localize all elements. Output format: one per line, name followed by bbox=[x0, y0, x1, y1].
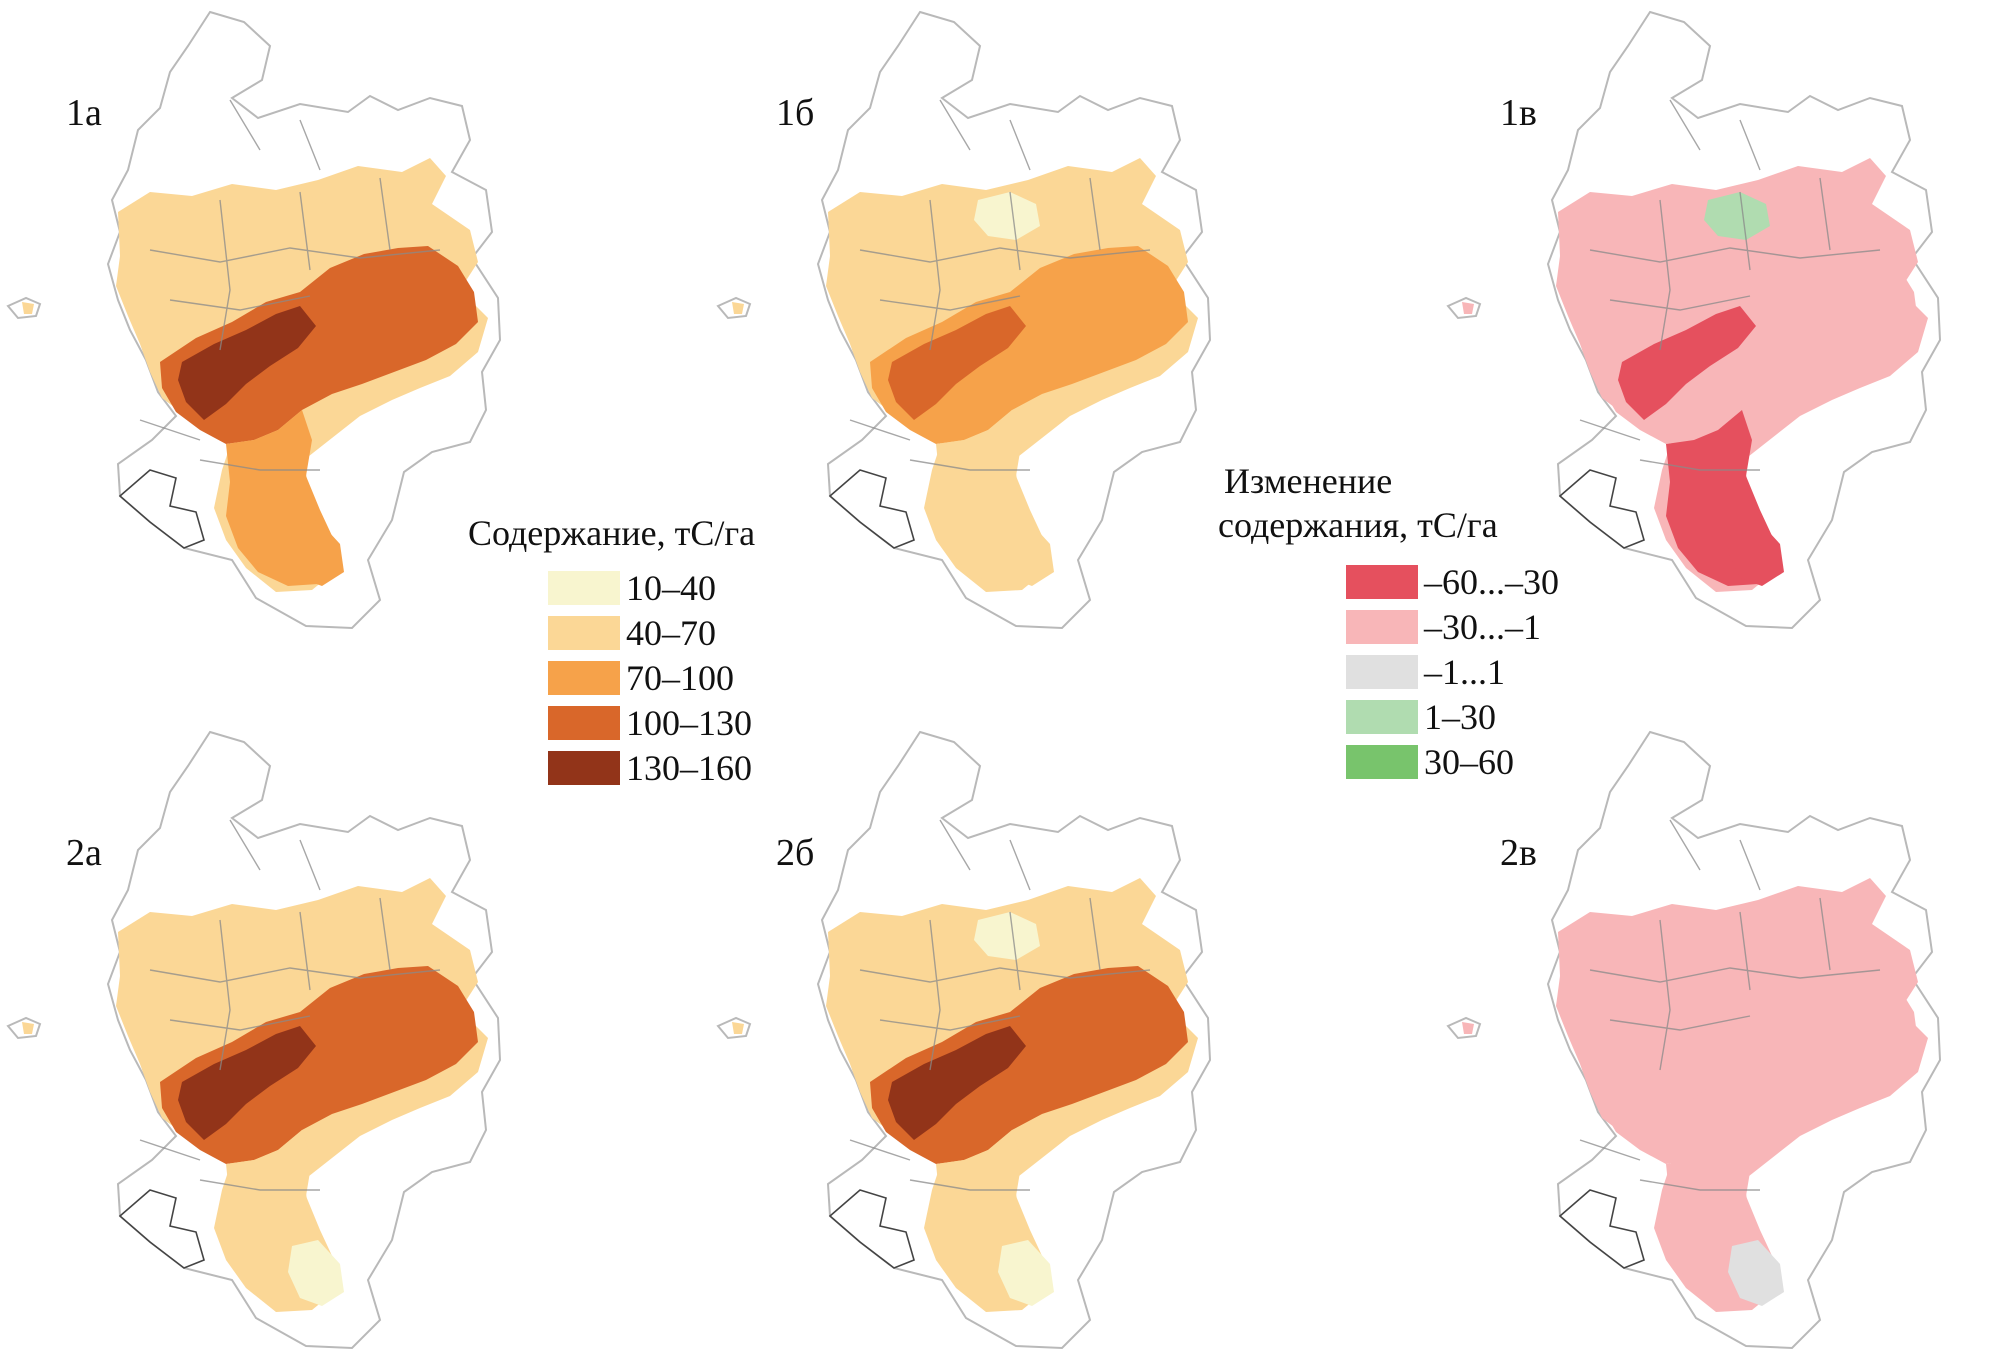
map-region-belt bbox=[870, 246, 1188, 444]
legend-change-title-line1: Изменение bbox=[1224, 461, 1393, 501]
legend-content-item: 130–160 bbox=[548, 746, 755, 791]
map-1b bbox=[716, 10, 1212, 630]
legend-item-label: –60...–30 bbox=[1424, 562, 1559, 603]
legend-content-item: 100–130 bbox=[548, 701, 755, 746]
map-region-north-patch bbox=[974, 912, 1040, 960]
map-region-belt bbox=[870, 966, 1188, 1164]
map-region-island-fill bbox=[22, 1022, 34, 1034]
map-region-regions bbox=[1579, 819, 1881, 1191]
map-region-island-fill bbox=[732, 1022, 744, 1034]
map-panel-2a: 2а bbox=[0, 720, 560, 1360]
map-panel-2b: 2б bbox=[710, 720, 1270, 1360]
legend-content-item: 10–40 bbox=[548, 566, 755, 611]
map-region-core bbox=[888, 1026, 1026, 1140]
map-region-regions bbox=[849, 819, 1151, 1191]
panel-label-1v: 1в bbox=[1500, 92, 1537, 134]
map-1v bbox=[1446, 10, 1942, 630]
legend-content-item: 40–70 bbox=[548, 611, 755, 656]
legend-swatch bbox=[548, 616, 620, 651]
legend-item-label: –1...1 bbox=[1424, 652, 1505, 693]
map-region-north-patch bbox=[1704, 192, 1770, 240]
legend-swatch bbox=[1346, 655, 1418, 690]
map-region-core bbox=[888, 306, 1026, 420]
map-panel-2v: 2в bbox=[1440, 720, 2000, 1360]
map-region-southwest bbox=[828, 1189, 915, 1269]
legend-swatch bbox=[548, 661, 620, 696]
map-2a bbox=[6, 730, 502, 1350]
legend-change-item: –30...–1 bbox=[1346, 605, 1559, 650]
legend-content-item: 70–100 bbox=[548, 656, 755, 701]
map-region-island-fill bbox=[732, 302, 744, 314]
map-region-south-tail bbox=[998, 1240, 1054, 1306]
map-region-south-tail bbox=[1728, 520, 1784, 586]
map-2b bbox=[716, 730, 1212, 1350]
legend-item-label: 70–100 bbox=[626, 658, 734, 699]
map-region-southwest bbox=[118, 1189, 205, 1269]
legend-change-title-line2: содержания, тС/га bbox=[1218, 504, 1498, 545]
legend-item-label: 30–60 bbox=[1424, 742, 1514, 783]
map-region-south-tail bbox=[288, 1240, 344, 1306]
map-panel-1b: 1б bbox=[710, 0, 1270, 640]
map-region-belt bbox=[1600, 246, 1918, 444]
map-region-belt bbox=[160, 966, 478, 1164]
legend-swatch bbox=[548, 571, 620, 606]
map-panel-1a: 1а bbox=[0, 0, 560, 640]
map-region-belt bbox=[160, 246, 478, 444]
map-region-southwest bbox=[1558, 469, 1645, 549]
map-region-north-patch bbox=[974, 192, 1040, 240]
map-region-south-tail bbox=[998, 520, 1054, 586]
legend-item-label: 40–70 bbox=[626, 613, 716, 654]
map-region-regions bbox=[139, 819, 441, 1191]
map-region-core bbox=[1618, 306, 1756, 420]
map-1a bbox=[6, 10, 502, 630]
legend-swatch bbox=[548, 751, 620, 786]
map-panel-1v: 1в bbox=[1440, 0, 2000, 640]
legend-swatch bbox=[1346, 610, 1418, 645]
legend-item-label: 100–130 bbox=[626, 703, 752, 744]
map-region-southwest bbox=[828, 469, 915, 549]
legend-item-label: 10–40 bbox=[626, 568, 716, 609]
map-region-south-tail bbox=[1728, 1240, 1784, 1306]
legend-item-label: –30...–1 bbox=[1424, 607, 1541, 648]
map-region-regions bbox=[1579, 99, 1881, 471]
panel-label-2v: 2в bbox=[1500, 832, 1537, 874]
map-region-southwest bbox=[118, 469, 205, 549]
map-region-core bbox=[178, 1026, 316, 1140]
map-region-island-fill bbox=[22, 302, 34, 314]
map-region-island-fill bbox=[1462, 302, 1474, 314]
map-region-north-patch bbox=[264, 192, 330, 240]
legend-swatch bbox=[1346, 700, 1418, 735]
panel-label-1a: 1а bbox=[66, 92, 102, 134]
map-region-north-patch bbox=[264, 912, 330, 960]
map-region-south-tail bbox=[288, 520, 344, 586]
legend-change-item: –1...1 bbox=[1346, 650, 1559, 695]
legend-content-title: Содержание, тС/га bbox=[468, 513, 756, 553]
legend-swatch bbox=[1346, 745, 1418, 780]
legend-change: Изменение содержания, тС/га –60...–30 –3… bbox=[1218, 460, 1559, 785]
map-region-core bbox=[1618, 1026, 1756, 1140]
panel-label-2b: 2б bbox=[776, 832, 815, 874]
map-region-regions bbox=[139, 99, 441, 471]
legend-swatch bbox=[548, 706, 620, 741]
map-region-island-fill bbox=[1462, 1022, 1474, 1034]
map-2v bbox=[1446, 730, 1942, 1350]
map-region-core bbox=[178, 306, 316, 420]
map-region-belt bbox=[1600, 966, 1918, 1164]
legend-swatch bbox=[1346, 565, 1418, 600]
map-region-southwest bbox=[1558, 1189, 1645, 1269]
legend-change-item: 30–60 bbox=[1346, 740, 1559, 785]
legend-content: Содержание, тС/га 10–40 40–70 70–100 100… bbox=[468, 512, 755, 791]
panel-label-1b: 1б bbox=[776, 92, 815, 134]
map-region-north-patch bbox=[1704, 912, 1770, 960]
map-region-regions bbox=[849, 99, 1151, 471]
legend-change-item: 1–30 bbox=[1346, 695, 1559, 740]
legend-item-label: 1–30 bbox=[1424, 697, 1496, 738]
panel-label-2a: 2а bbox=[66, 832, 102, 874]
legend-change-item: –60...–30 bbox=[1346, 560, 1559, 605]
legend-item-label: 130–160 bbox=[626, 748, 752, 789]
